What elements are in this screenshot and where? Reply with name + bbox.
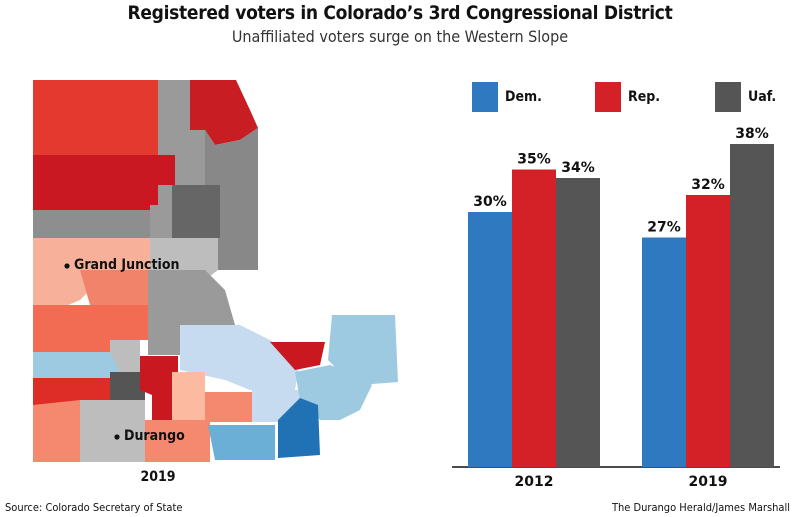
bar-rep-2012: [512, 169, 556, 467]
county: [110, 340, 140, 372]
bar-rep-2019: [686, 195, 730, 467]
county: [328, 315, 398, 385]
bar-uaf-2012: [556, 178, 600, 467]
bar-plot-area: 30% 35% 34% 2012 27% 32% 38% 2019: [452, 126, 780, 490]
legend-label-uaf: Uaf.: [748, 89, 777, 105]
legend-label-rep: Rep.: [628, 89, 661, 105]
bar-chart: Dem. Rep. Uaf. 30% 35% 34% 2012 27% 32% 38% 201…: [440, 72, 800, 502]
bar-dem-2019: [642, 237, 686, 467]
map-year-label: 2019: [140, 469, 176, 485]
county: [150, 205, 172, 238]
county: [33, 155, 175, 210]
county: [140, 356, 178, 420]
county: [33, 340, 130, 352]
county: [80, 270, 150, 305]
county: [33, 305, 150, 340]
county: [270, 342, 325, 370]
county: [33, 210, 150, 238]
grand-junction-marker: [64, 263, 70, 269]
data-label-rep-2012: 35%: [517, 152, 551, 168]
county-map: [33, 80, 398, 462]
county: [278, 398, 320, 458]
legend-swatch-uaf: [715, 82, 741, 112]
county: [172, 185, 220, 238]
county: [145, 420, 210, 462]
legend-swatch-dem: [472, 82, 498, 112]
data-label-uaf-2012: 34%: [561, 160, 595, 176]
county: [172, 372, 205, 422]
county: [150, 238, 218, 280]
legend-label-dem: Dem.: [505, 89, 542, 105]
durango-marker: [114, 434, 120, 440]
data-label-dem-2012: 30%: [473, 194, 507, 210]
city-label-durango: Durango: [124, 428, 185, 444]
chart-subtitle: Unaffiliated voters surge on the Western…: [231, 27, 569, 46]
legend-swatch-rep: [595, 82, 621, 112]
county: [80, 400, 145, 462]
county: [110, 372, 145, 400]
data-label-dem-2019: 27%: [647, 220, 681, 236]
county: [33, 80, 158, 155]
data-label-rep-2019: 32%: [691, 177, 725, 193]
x-tick-label-2019: 2019: [689, 474, 728, 490]
county: [33, 352, 120, 385]
bar-uaf-2019: [730, 144, 774, 467]
county: [208, 425, 275, 460]
county: [180, 325, 300, 390]
bar-dem-2012: [468, 212, 512, 467]
chart-title: Registered voters in Colorado’s 3rd Cong…: [127, 2, 673, 24]
credit-note: The Durango Herald/James Marshall: [611, 501, 790, 514]
x-tick-label-2012: 2012: [515, 474, 554, 490]
data-label-uaf-2019: 38%: [735, 126, 769, 142]
city-label-grand-junction: Grand Junction: [74, 257, 180, 273]
district-map: Grand Junction Durango: [0, 72, 420, 472]
county: [205, 392, 252, 422]
county: [148, 270, 235, 355]
county: [190, 80, 258, 145]
source-note: Source: Colorado Secretary of State: [5, 501, 183, 514]
